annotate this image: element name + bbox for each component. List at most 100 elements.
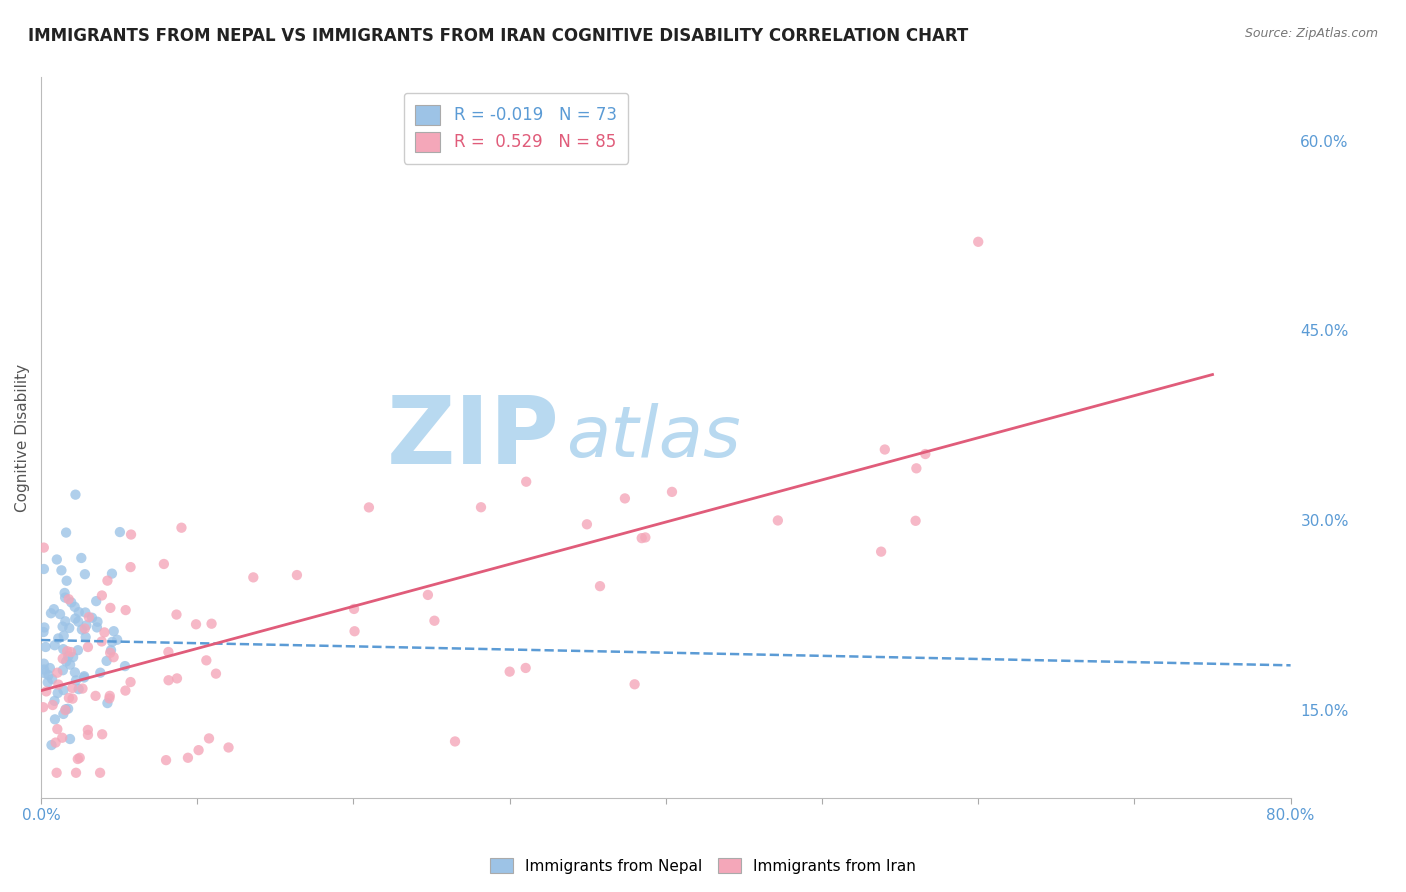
Point [45, 765, 67, 780]
Point [205, 666, 228, 681]
Point [103, 624, 125, 639]
Point [77, 610, 100, 624]
Legend: R = -0.019   N = 73, R =  0.529   N = 85: R = -0.019 N = 73, R = 0.529 N = 85 [404, 93, 628, 163]
Point [84, 594, 107, 608]
Point [91, 727, 114, 741]
Point [55, 525, 77, 540]
Point [870, 544, 893, 558]
Point [103, 650, 125, 665]
Text: IMMIGRANTS FROM NEPAL VS IMMIGRANTS FROM IRAN COGNITIVE DISABILITY CORRELATION C: IMMIGRANTS FROM NEPAL VS IMMIGRANTS FROM… [28, 27, 969, 45]
Point [65, 765, 87, 780]
Point [423, 614, 446, 628]
Point [120, 675, 142, 690]
Point [515, 475, 537, 489]
Point [53, 614, 76, 628]
Point [416, 588, 439, 602]
Point [589, 579, 612, 593]
Point [661, 484, 683, 499]
Point [170, 521, 193, 535]
Point [46, 686, 69, 700]
Point [45, 552, 67, 566]
Point [77, 640, 100, 654]
Point [41, 672, 63, 686]
Point [89, 665, 111, 680]
Text: atlas: atlas [565, 403, 741, 472]
Point [166, 607, 188, 622]
Point [914, 447, 936, 461]
Point [96, 574, 118, 588]
Text: ZIP: ZIP [387, 392, 560, 483]
Point [60, 595, 83, 609]
Point [77, 728, 100, 742]
Point [498, 665, 520, 679]
Point [58, 621, 80, 635]
Point [55, 655, 77, 669]
Point [67, 682, 90, 697]
Point [873, 442, 896, 457]
Point [98, 691, 121, 706]
Point [53, 703, 76, 717]
Point [73, 622, 96, 636]
Point [200, 616, 222, 631]
Point [44, 712, 66, 726]
Point [42, 602, 65, 616]
Point [343, 624, 366, 639]
Point [343, 602, 366, 616]
Point [32, 663, 55, 677]
Point [100, 643, 122, 657]
Point [98, 600, 121, 615]
Point [41, 738, 63, 752]
Point [470, 500, 492, 515]
Point [41, 698, 63, 712]
Point [52, 619, 75, 633]
Point [184, 617, 207, 632]
Y-axis label: Cognitive Disability: Cognitive Disability [15, 364, 30, 512]
Point [101, 566, 124, 581]
Point [967, 235, 990, 249]
Point [575, 517, 598, 532]
Point [65, 612, 87, 626]
Point [904, 514, 927, 528]
Point [67, 605, 90, 619]
Point [84, 689, 107, 703]
Point [73, 669, 96, 683]
Point [60, 681, 83, 695]
Point [90, 589, 112, 603]
Point [59, 657, 82, 672]
Point [59, 645, 82, 659]
Point [613, 491, 636, 506]
Point [52, 642, 75, 657]
Point [65, 488, 87, 502]
Point [98, 689, 121, 703]
Point [114, 683, 136, 698]
Point [66, 643, 89, 657]
Point [46, 722, 69, 736]
Point [34, 620, 56, 634]
Point [634, 531, 657, 545]
Point [52, 706, 75, 721]
Point [198, 731, 221, 746]
Point [55, 574, 77, 588]
Point [63, 599, 86, 614]
Point [120, 560, 142, 574]
Point [114, 659, 136, 673]
Point [56, 644, 79, 658]
Point [75, 618, 97, 632]
Point [52, 651, 75, 665]
Point [515, 661, 537, 675]
Point [70, 551, 93, 566]
Point [89, 765, 111, 780]
Point [53, 591, 76, 605]
Point [357, 500, 380, 515]
Point [62, 691, 84, 706]
Point [59, 731, 82, 746]
Point [285, 568, 308, 582]
Point [75, 606, 97, 620]
Point [34, 666, 56, 681]
Point [86, 620, 108, 634]
Point [905, 461, 928, 475]
Point [45, 735, 67, 749]
Point [32, 700, 55, 714]
Point [108, 524, 131, 539]
Point [52, 629, 75, 643]
